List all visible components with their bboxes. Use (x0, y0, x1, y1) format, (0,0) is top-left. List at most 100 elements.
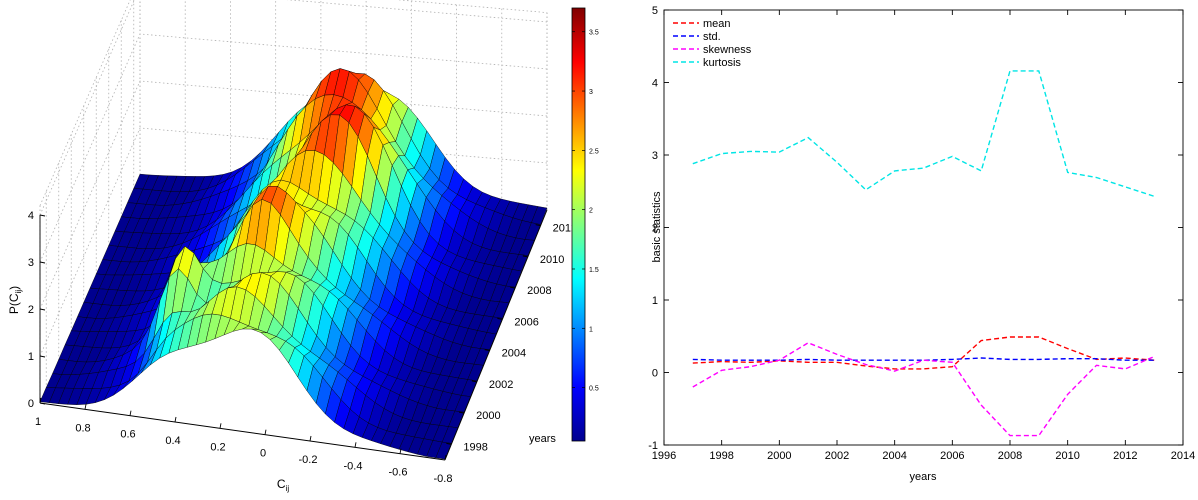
colorbar-ticks: 0.5 1 1.5 2 2.5 3 3.5 (572, 30, 599, 393)
colorbar-tick-label: 0.5 (589, 386, 599, 393)
y-tick-label: 4 (652, 78, 658, 90)
grid-line (39, 80, 548, 310)
y-tick-label: 2 (652, 223, 658, 235)
y-tick-label: 2000 (476, 410, 500, 422)
y-axis-title: basic statistics (651, 191, 663, 262)
series-line-std (692, 357, 1155, 361)
surface-tick-labels: 0123410.80.60.40.20-0.2-0.4-0.6-0.819982… (28, 210, 577, 485)
colorbar-tick-label: 3 (589, 89, 593, 96)
x-tick-label: 2000 (767, 450, 791, 462)
colorbar-tick-label: 2.5 (589, 148, 599, 155)
x-tick (84, 404, 87, 410)
y-tick-label: 2012 (553, 223, 577, 235)
x-tick-label: 0.4 (165, 435, 180, 447)
x-tick-label: -0.6 (389, 467, 408, 479)
x-tick-label: -0.8 (434, 473, 453, 485)
series-line-mean (692, 336, 1155, 370)
y-tick-label: 2006 (514, 316, 538, 328)
z-tick (39, 308, 46, 311)
y-tick-label: 2004 (502, 348, 526, 360)
y-tick (535, 224, 541, 227)
colorbar-tick-label: 1.5 (589, 267, 599, 274)
x-tick-label: 1998 (709, 450, 733, 462)
legend-label: skewness (703, 44, 752, 56)
y-tick-label: 0 (652, 368, 658, 380)
x-tick (309, 435, 312, 442)
y-tick-label: 5 (652, 5, 658, 17)
legend-label: std. (703, 31, 721, 43)
z-tick (39, 402, 46, 405)
x-tick-label: 2010 (1055, 450, 1079, 462)
y-tick-label: 2008 (527, 285, 551, 297)
x-tick (354, 442, 357, 448)
z-tick (39, 214, 46, 217)
x-tick-label: 0.8 (75, 422, 90, 434)
y-tick-label: -1 (648, 440, 658, 452)
x-tick-label: 2002 (825, 450, 849, 462)
x-tick-label: 1 (35, 416, 41, 428)
y-tick (471, 380, 477, 383)
colorbar-tick-label: 3.5 (589, 30, 599, 37)
line-chart: 1996 1998 2000 2002 2004 2006 2008 2010 2012 2014… (648, 5, 1195, 483)
series-line-skewness (692, 342, 1155, 437)
x-tick-label: 2004 (882, 450, 906, 462)
z-tick-label: 1 (28, 351, 34, 363)
x-tick-label: 2012 (1113, 450, 1137, 462)
y-tick (446, 442, 452, 445)
z-tick-label: 3 (28, 257, 34, 269)
legend-label: kurtosis (703, 57, 741, 69)
colorbar-tick-label: 2 (589, 208, 593, 215)
x-tick (219, 423, 222, 429)
surface-chart: 0123410.80.60.40.20-0.2-0.4-0.6-0.819982… (7, 0, 599, 493)
z-tick (39, 355, 46, 358)
tick-marks (663, 9, 1184, 446)
x-tick (444, 454, 447, 461)
legend-label: mean (703, 18, 731, 30)
x-tick-label: 0.6 (120, 429, 135, 441)
surface-axes (39, 209, 548, 461)
tick-labels: 1996 1998 2000 2002 2004 2006 2008 2010 2012 2014… (648, 5, 1195, 462)
x-axis-label: Cij (277, 477, 289, 493)
x-axis-title: years (910, 471, 937, 483)
y-axis-label: years (529, 433, 556, 445)
x-tick-label: 1996 (652, 450, 676, 462)
y-axis-line (444, 209, 548, 461)
x-tick-label: -0.2 (299, 454, 318, 466)
box-edge (39, 0, 131, 206)
x-axis-line (39, 402, 446, 461)
z-tick-label: 0 (28, 398, 34, 410)
box-edge (395, 0, 548, 13)
z-tick (39, 261, 46, 264)
x-tick (399, 448, 402, 454)
x-tick-label: 2008 (998, 450, 1022, 462)
y-tick (522, 255, 528, 258)
x-tick-label: 0 (260, 448, 266, 460)
x-tick-label: -0.4 (344, 460, 363, 472)
y-tick-label: 3 (652, 150, 658, 162)
surface-patches (39, 68, 548, 460)
x-tick (264, 429, 267, 435)
y-tick (459, 411, 465, 414)
y-tick-label: 1998 (463, 441, 487, 453)
colorbar-tick-label: 1 (589, 326, 593, 333)
y-tick (484, 349, 490, 352)
colorbar: 0.5 1 1.5 2 2.5 3 3.5 (571, 7, 599, 442)
x-tick-label: 2006 (940, 450, 964, 462)
y-tick-label: 1 (652, 295, 658, 307)
y-tick-label: 2002 (489, 379, 513, 391)
x-tick (129, 410, 132, 416)
grid-line (39, 0, 548, 216)
plot-frame (663, 9, 1184, 446)
colorbar-gradient (571, 7, 586, 442)
x-tick-label: 0.2 (210, 441, 225, 453)
x-tick (39, 397, 42, 404)
z-tick-label: 4 (28, 210, 34, 222)
z-axis-label: P(Cij) (7, 286, 23, 314)
y-tick (497, 317, 503, 320)
x-tick-label: 2014 (1171, 450, 1195, 462)
y-tick-label: 2010 (540, 254, 564, 266)
y-tick (510, 286, 516, 289)
x-tick (174, 416, 177, 423)
